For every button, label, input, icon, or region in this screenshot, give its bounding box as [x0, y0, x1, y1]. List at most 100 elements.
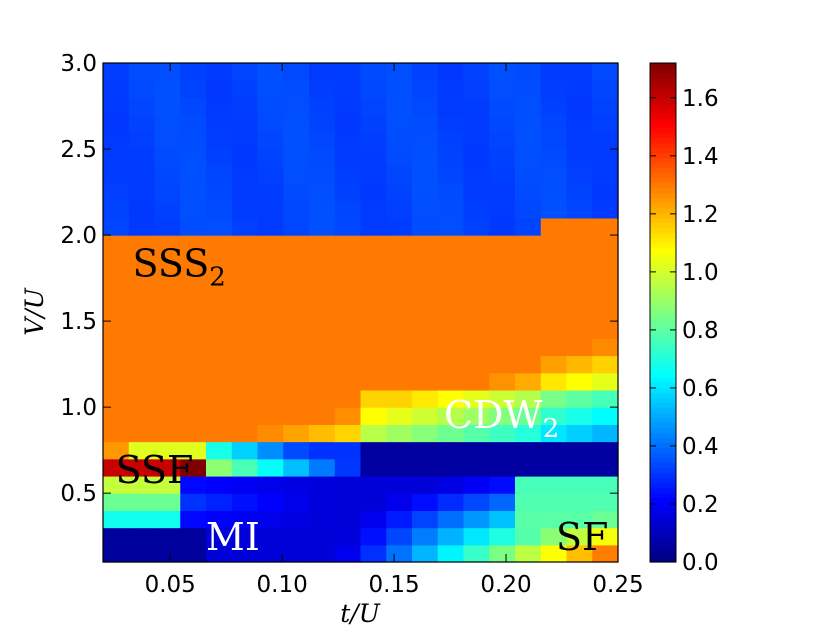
heatmap-cell [437, 286, 465, 305]
heatmap-cell [515, 441, 542, 460]
colorbar-segment [650, 82, 676, 89]
heatmap-cell [128, 407, 156, 425]
heatmap-cell [592, 372, 619, 391]
heatmap-cell [437, 424, 465, 443]
heatmap-cell [334, 97, 362, 116]
heatmap-cell [206, 252, 233, 271]
heatmap-cell [489, 475, 516, 494]
heatmap-cell [489, 389, 516, 408]
heatmap-cell [180, 355, 207, 374]
heatmap-cell [180, 493, 207, 511]
heatmap-cell [309, 97, 336, 116]
colorbar-segment [650, 287, 676, 294]
heatmap-cell [360, 424, 387, 443]
heatmap-cell [360, 475, 387, 494]
heatmap-cell [334, 458, 362, 477]
heatmap-cell [437, 372, 465, 391]
heatmap-cell [283, 63, 310, 81]
heatmap-cell [257, 389, 284, 408]
x-tick-label: 0.20 [480, 572, 531, 598]
heatmap-cell [206, 372, 233, 391]
colorbar-segment [650, 147, 676, 154]
x-axis: 0.05 0.10 0.15 0.20 0.25 [145, 63, 644, 598]
heatmap-cell [592, 407, 619, 425]
heatmap-cell [103, 80, 130, 99]
heatmap-cell [386, 493, 413, 511]
heatmap-cell [334, 80, 362, 99]
heatmap-cell [154, 269, 181, 288]
heatmap-cell [231, 355, 259, 374]
heatmap-cell [180, 63, 207, 81]
heatmap-cell [231, 372, 259, 391]
heatmap-cell [283, 527, 310, 546]
heatmap-cell [515, 407, 542, 425]
heatmap-cell [489, 424, 516, 443]
heatmap-cell [489, 355, 516, 374]
colorbar-segment [650, 187, 676, 194]
heatmap-cell [463, 286, 490, 305]
heatmap-cell [180, 166, 207, 185]
heatmap-cell [566, 527, 593, 546]
colorbar-segment [650, 272, 676, 279]
heatmap-cell [257, 407, 284, 425]
heatmap-cell [206, 321, 233, 339]
heatmap-cell [309, 475, 336, 494]
heatmap-cell [412, 286, 439, 305]
heatmap-cell [206, 510, 233, 529]
heatmap-cell [231, 544, 259, 563]
heatmap-cell [386, 407, 413, 425]
heatmap-cell [103, 131, 130, 150]
heatmap-cell [463, 63, 490, 81]
heatmap-cell [566, 235, 593, 253]
heatmap-cell [515, 269, 542, 288]
heatmap-cell [592, 321, 619, 339]
heatmap-cell [154, 527, 181, 546]
heatmap-cell [283, 114, 310, 133]
heatmap-cell [515, 321, 542, 339]
colorbar-segment [650, 397, 676, 403]
heatmap-cell [412, 321, 439, 339]
heatmap-cell [206, 441, 233, 460]
heatmap-cell [566, 286, 593, 305]
heatmap-cell [540, 114, 568, 133]
colorbar-segment [650, 277, 676, 284]
colorbar-segment [650, 237, 676, 244]
heatmap-cell [412, 493, 439, 511]
heatmap-cell [180, 407, 207, 425]
colorbar-tick-label: 1.2 [682, 202, 719, 228]
heatmap-cell [154, 441, 181, 460]
heatmap-cell [386, 97, 413, 116]
heatmap-cell [360, 510, 387, 529]
heatmap-cell [231, 493, 259, 511]
heatmap-cell [128, 97, 156, 116]
heatmap-cell [283, 355, 310, 374]
heatmap-cell [103, 527, 130, 546]
heatmap-cell [334, 131, 362, 150]
heatmap-cell [334, 303, 362, 322]
heatmap-cell [180, 80, 207, 99]
heatmap-cell [386, 252, 413, 271]
heatmap-cell [231, 407, 259, 425]
heatmap-cell [412, 235, 439, 253]
heatmap-cell [283, 149, 310, 167]
colorbar-tick-label: 1.6 [682, 86, 719, 112]
heatmap-cell [180, 338, 207, 357]
heatmap-cell [128, 269, 156, 288]
heatmap-cell [463, 475, 490, 494]
heatmap-cell [206, 544, 233, 563]
heatmap-cell [180, 200, 207, 219]
heatmap-cell [128, 441, 156, 460]
colorbar-segment [650, 167, 676, 174]
colorbar-segment [650, 172, 676, 179]
heatmap-cell [437, 527, 465, 546]
colorbar-segment [650, 327, 676, 334]
heatmap-cell [566, 269, 593, 288]
heatmap-cell [231, 458, 259, 477]
colorbar-segment [650, 402, 676, 408]
heatmap-cell [257, 424, 284, 443]
x-tick-label: 0.25 [592, 572, 643, 598]
colorbar-segment [650, 292, 676, 299]
heatmap-cell [257, 235, 284, 253]
heatmap-cell [154, 321, 181, 339]
heatmap-cell [437, 321, 465, 339]
